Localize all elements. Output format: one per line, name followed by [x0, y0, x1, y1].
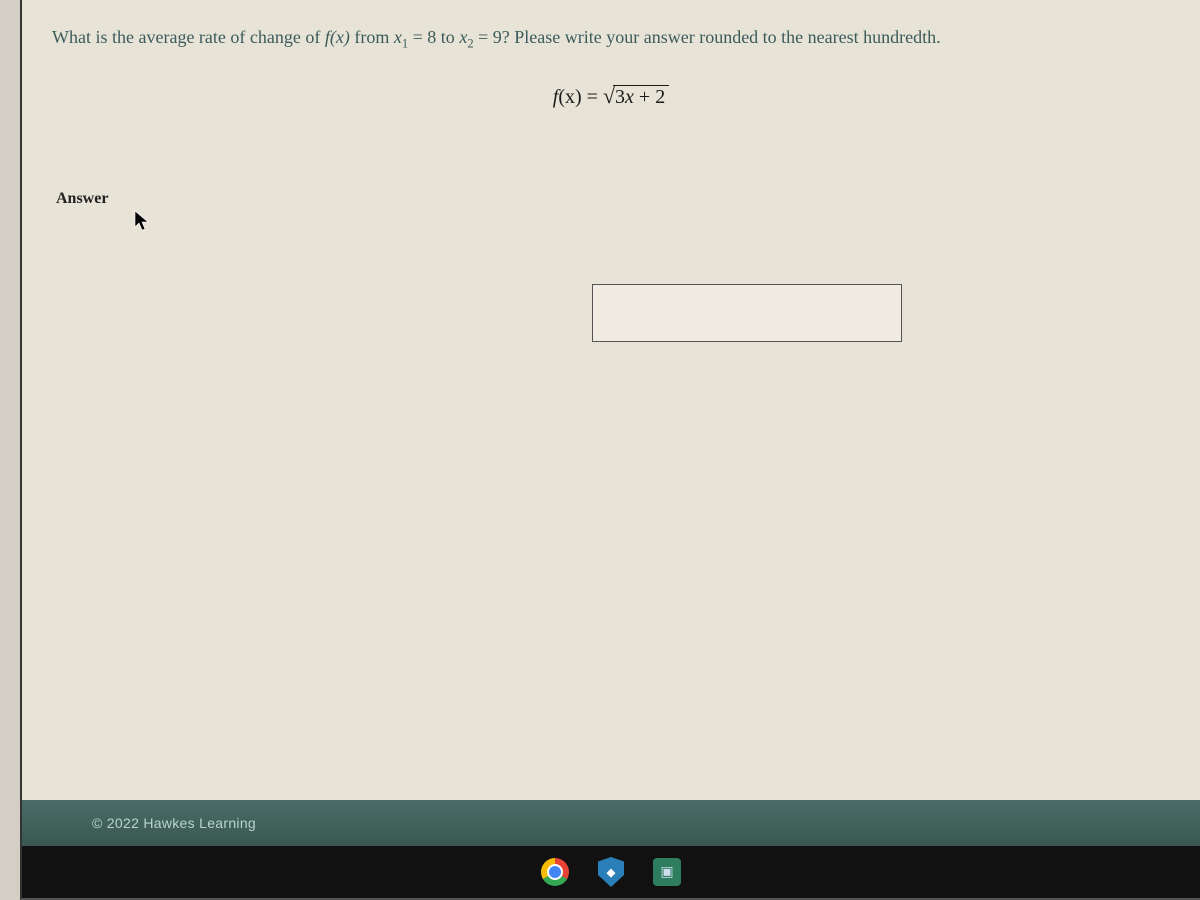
- radicand-coef: 3: [615, 86, 625, 108]
- shield-icon: ◆: [598, 857, 624, 887]
- sqrt-content: 3x + 2: [613, 85, 669, 109]
- app-icon: ▣: [653, 858, 681, 886]
- taskbar-chrome-button[interactable]: [538, 855, 572, 889]
- eq2: =: [474, 27, 493, 47]
- eq1: =: [408, 27, 427, 47]
- formula-paren: (x) =: [558, 86, 603, 108]
- question-to: to: [436, 27, 459, 47]
- taskbar-app-button[interactable]: ▣: [650, 855, 684, 889]
- copyright-text: © 2022 Hawkes Learning: [92, 815, 256, 831]
- x1-var: x: [394, 27, 402, 47]
- question-suffix: ? Please write your answer rounded to th…: [502, 27, 941, 47]
- taskbar-shield-button[interactable]: ◆: [594, 855, 628, 889]
- question-prefix: What is the average rate of change of: [52, 27, 325, 47]
- answer-input[interactable]: [592, 284, 902, 342]
- question-from: from: [350, 27, 394, 47]
- taskbar: ◆ ▣: [22, 846, 1200, 898]
- x2-val: 9: [493, 27, 502, 47]
- question-text: What is the average rate of change of f(…: [52, 24, 1170, 53]
- x1-val: 8: [427, 27, 436, 47]
- content-area: What is the average rate of change of f(…: [22, 0, 1200, 778]
- answer-label: Answer: [56, 190, 108, 208]
- radicand-var: x: [625, 86, 634, 108]
- lesson-panel: What is the average rate of change of f(…: [20, 0, 1200, 900]
- cursor-icon: [134, 210, 150, 232]
- chrome-icon: [541, 858, 569, 886]
- radicand-plus: + 2: [634, 86, 665, 108]
- question-func: f(x): [325, 27, 350, 47]
- footer-bar: © 2022 Hawkes Learning: [22, 800, 1200, 846]
- formula-display: f(x) = √3x + 2: [52, 83, 1170, 109]
